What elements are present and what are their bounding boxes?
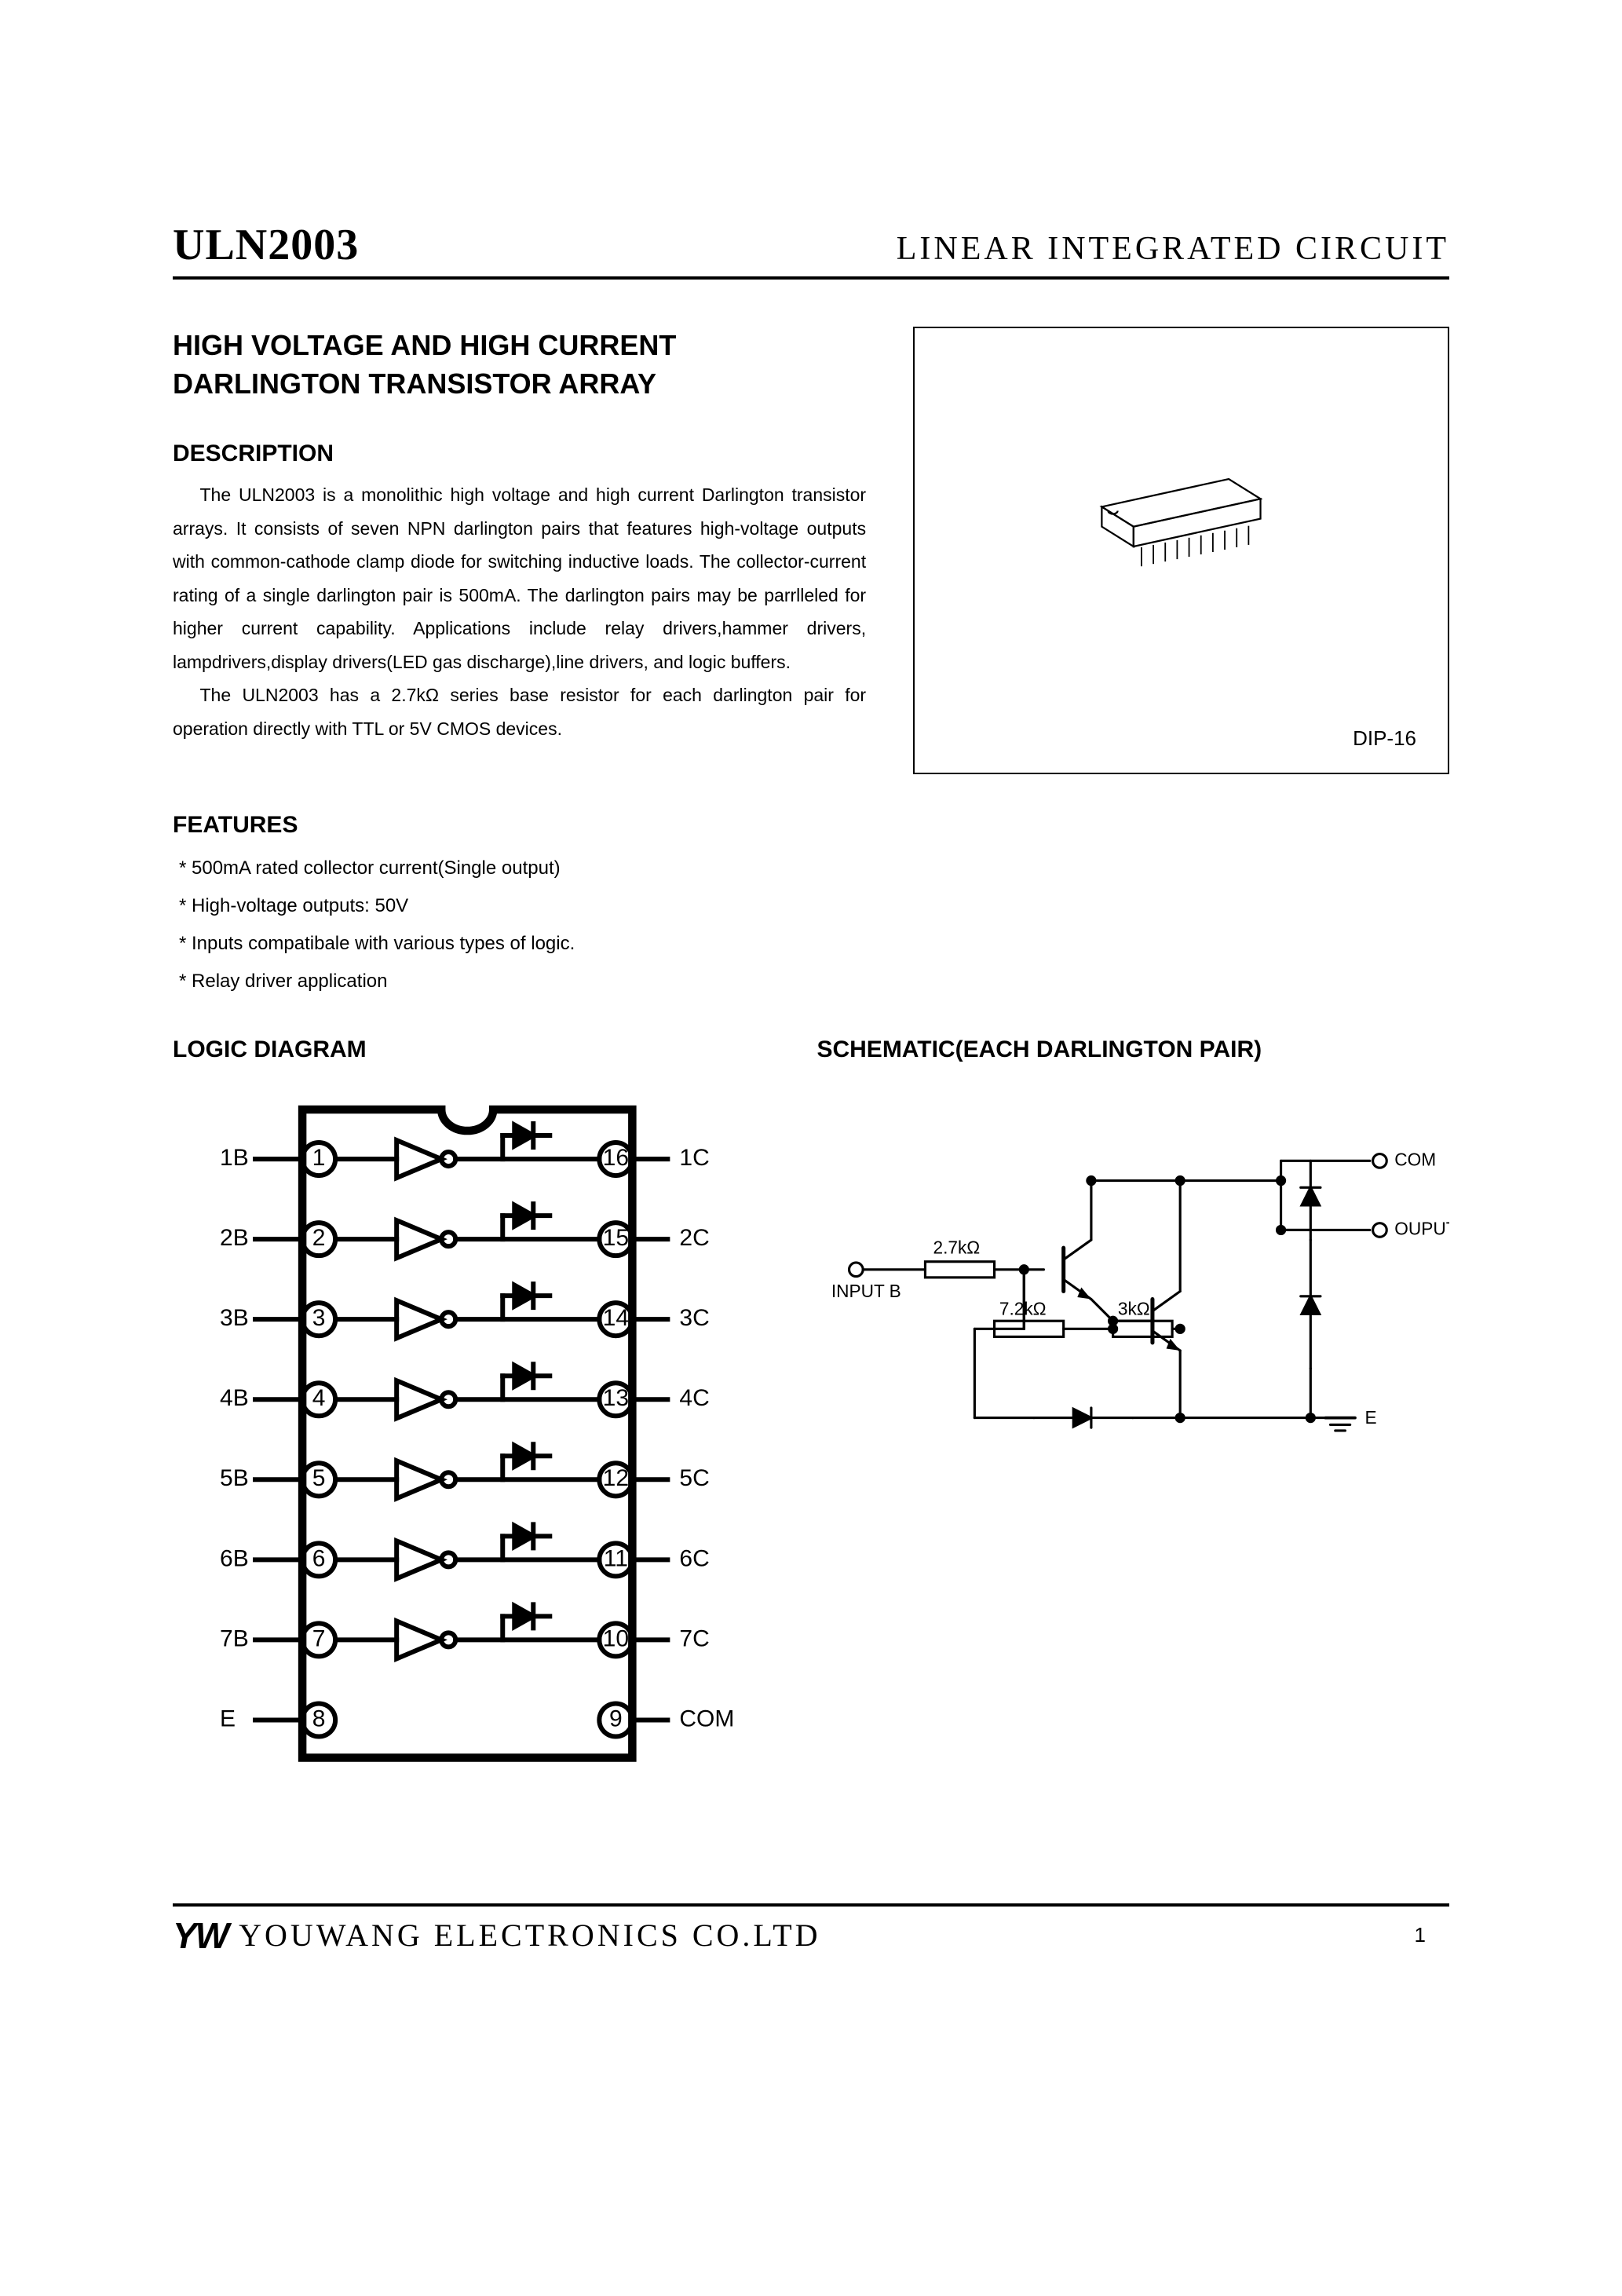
footer-brand: YW YOUWANG ELECTRONICS CO.LTD <box>173 1914 821 1957</box>
footer: YW YOUWANG ELECTRONICS CO.LTD 1 <box>173 1903 1449 1957</box>
svg-text:7C: 7C <box>679 1625 709 1651</box>
svg-text:4: 4 <box>312 1385 326 1411</box>
description-paragraph-1: The ULN2003 is a monolithic high voltage… <box>173 478 866 678</box>
feature-item: Relay driver application <box>179 963 1449 1000</box>
header: ULN2003 LINEAR INTEGRATED CIRCUIT <box>173 220 1449 280</box>
svg-text:1C: 1C <box>679 1145 709 1171</box>
features-list: 500mA rated collector current(Single out… <box>173 850 1449 1000</box>
svg-text:15: 15 <box>603 1225 629 1251</box>
feature-item: Inputs compatibale with various types of… <box>179 925 1449 963</box>
svg-text:3C: 3C <box>679 1305 709 1331</box>
svg-text:9: 9 <box>609 1706 623 1731</box>
intro-row: HIGH VOLTAGE AND HIGH CURRENTDARLINGTON … <box>173 327 1449 774</box>
logic-diagram-svg: 1B 1 16 1C 2B 2 15 2C 3B 3 14 3C 4B 4 13 4C 5B 5 12 5C 6B 6 11… <box>173 1074 785 1829</box>
svg-text:1B: 1B <box>220 1145 249 1171</box>
svg-text:5C: 5C <box>679 1465 709 1491</box>
svg-text:11: 11 <box>604 1545 628 1571</box>
svg-text:4C: 4C <box>679 1385 709 1411</box>
svg-text:2.7kΩ: 2.7kΩ <box>933 1238 981 1258</box>
svg-text:6B: 6B <box>220 1545 249 1571</box>
page-title: HIGH VOLTAGE AND HIGH CURRENTDARLINGTON … <box>173 327 866 403</box>
description-heading: DESCRIPTION <box>173 441 866 467</box>
svg-text:3: 3 <box>312 1305 326 1331</box>
features-section: FEATURES 500mA rated collector current(S… <box>173 812 1449 1000</box>
svg-text:E: E <box>220 1706 236 1731</box>
page-number: 1 <box>1415 1923 1449 1947</box>
svg-text:3B: 3B <box>220 1305 249 1331</box>
feature-item: 500mA rated collector current(Single out… <box>179 850 1449 887</box>
svg-text:COM: COM <box>1395 1150 1437 1170</box>
package-illustration-box: DIP-16 <box>913 327 1449 774</box>
svg-text:OUPUT C: OUPUT C <box>1395 1219 1449 1239</box>
company-logo: YW <box>173 1914 228 1957</box>
svg-text:8: 8 <box>312 1706 326 1731</box>
svg-text:2B: 2B <box>220 1225 249 1251</box>
svg-text:INPUT B: INPUT B <box>831 1281 901 1301</box>
svg-text:6C: 6C <box>679 1545 709 1571</box>
svg-text:7.2kΩ: 7.2kΩ <box>999 1299 1047 1319</box>
svg-text:4B: 4B <box>220 1385 249 1411</box>
svg-text:7: 7 <box>312 1625 326 1651</box>
features-heading: FEATURES <box>173 812 1449 839</box>
svg-text:6: 6 <box>312 1545 326 1571</box>
svg-text:13: 13 <box>603 1385 629 1411</box>
svg-text:14: 14 <box>603 1305 629 1331</box>
svg-text:3kΩ: 3kΩ <box>1118 1299 1150 1319</box>
dip-package-icon <box>915 328 1448 773</box>
svg-text:COM: COM <box>679 1706 734 1731</box>
feature-item: High-voltage outputs: 50V <box>179 887 1449 925</box>
svg-text:10: 10 <box>603 1625 629 1651</box>
part-number: ULN2003 <box>173 220 359 270</box>
schematic-svg: INPUT B 2.7kΩ COM OUPUT C 7.2kΩ 3kΩ E <box>816 1121 1449 1497</box>
svg-text:E: E <box>1365 1407 1377 1428</box>
logic-diagram-heading: LOGIC DIAGRAM <box>173 1036 785 1063</box>
svg-text:5: 5 <box>312 1465 326 1491</box>
svg-text:2: 2 <box>312 1225 326 1251</box>
datasheet-page: ULN2003 LINEAR INTEGRATED CIRCUIT HIGH V… <box>0 0 1622 2051</box>
svg-text:16: 16 <box>603 1145 629 1171</box>
svg-text:1: 1 <box>312 1145 326 1171</box>
description-paragraph-2: The ULN2003 has a 2.7kΩ series base resi… <box>173 678 866 745</box>
intro-left: HIGH VOLTAGE AND HIGH CURRENTDARLINGTON … <box>173 327 866 746</box>
schematic-column: SCHEMATIC(EACH DARLINGTON PAIR) INPUT B 2… <box>816 1036 1449 1833</box>
company-name: YOUWANG ELECTRONICS CO.LTD <box>239 1917 820 1954</box>
svg-text:12: 12 <box>603 1465 629 1491</box>
svg-text:5B: 5B <box>220 1465 249 1491</box>
svg-text:2C: 2C <box>679 1225 709 1251</box>
svg-text:7B: 7B <box>220 1625 249 1651</box>
logic-diagram-column: LOGIC DIAGRAM 1B1161C2B2152C3B3143C4B413… <box>173 1036 785 1833</box>
header-category: LINEAR INTEGRATED CIRCUIT <box>897 230 1449 268</box>
schematic-heading: SCHEMATIC(EACH DARLINGTON PAIR) <box>816 1036 1449 1063</box>
package-column: DIP-16 <box>913 327 1449 774</box>
diagrams-row: LOGIC DIAGRAM 1B1161C2B2152C3B3143C4B413… <box>173 1036 1449 1833</box>
package-label: DIP-16 <box>1353 726 1416 751</box>
